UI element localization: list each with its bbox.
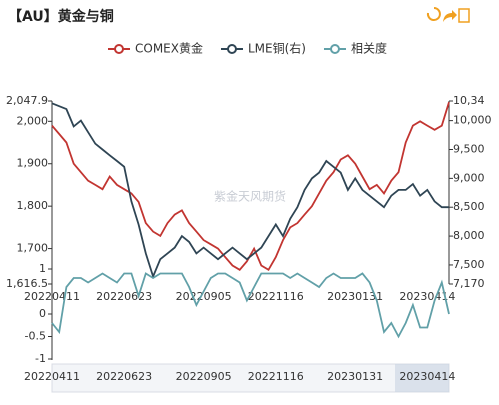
- slider-label: 20220411: [24, 370, 80, 383]
- legend-swatch: [226, 44, 237, 54]
- series-line: [51, 102, 449, 280]
- y-tick-label: 0: [39, 307, 46, 320]
- y-tick-label: 1,700: [17, 242, 49, 255]
- slider-label: 20220623: [96, 370, 152, 383]
- image-icon[interactable]: [458, 8, 470, 23]
- toolbar: [426, 7, 470, 23]
- slider-label: 20230131: [327, 370, 383, 383]
- x-tick-label: 20220623: [96, 290, 152, 303]
- refresh-icon[interactable]: [426, 7, 441, 21]
- slider-label: 20221116: [248, 370, 304, 383]
- legend-label: COMEX黄金: [135, 41, 203, 56]
- y-tick-label: 1,800: [17, 199, 49, 212]
- share-icon[interactable]: [443, 10, 457, 22]
- slider-label: 20230414: [399, 370, 455, 383]
- legend-label: 相关度: [351, 41, 387, 56]
- y-tick-label: 1,900: [17, 157, 49, 170]
- y-tick-label: -1: [35, 352, 46, 365]
- y-tick-label: 9,500: [453, 142, 485, 155]
- series-line: [51, 272, 450, 339]
- x-tick-label: 20221116: [248, 290, 304, 303]
- y-tick-label: 8,000: [453, 229, 485, 242]
- legend-label: LME铜(右): [248, 41, 306, 56]
- y-tick-label: 1,616.5: [6, 277, 48, 290]
- zoom-selection[interactable]: [395, 364, 449, 392]
- chart-title: 【AU】黄金与铜: [8, 8, 114, 25]
- legend-swatch: [329, 44, 340, 54]
- y-tick-label: 7,500: [453, 258, 485, 271]
- x-tick-label: 20230414: [399, 290, 455, 303]
- y-tick-label: -0.5: [25, 330, 46, 343]
- y-tick-label: 2,000: [17, 114, 49, 127]
- x-tick-label: 20230131: [327, 290, 383, 303]
- x-tick-label: 20220411: [24, 290, 80, 303]
- y-tick-label: 10,34: [453, 94, 485, 107]
- y-tick-label: 8,500: [453, 200, 485, 213]
- y-tick-label: 2,047.9: [6, 94, 48, 107]
- zoom-slider[interactable]: [51, 363, 450, 393]
- legend-swatch: [114, 44, 124, 54]
- y-tick-label: 10,000: [453, 114, 492, 127]
- x-tick-label: 20220905: [176, 290, 232, 303]
- slider-label: 20220905: [176, 370, 232, 383]
- y-tick-label: 1: [39, 262, 46, 275]
- watermark: 紫金天风期货: [214, 189, 286, 204]
- y-tick-label: 9,000: [453, 171, 485, 184]
- series-line: [51, 101, 450, 272]
- y-tick-label: 7,170: [453, 277, 485, 290]
